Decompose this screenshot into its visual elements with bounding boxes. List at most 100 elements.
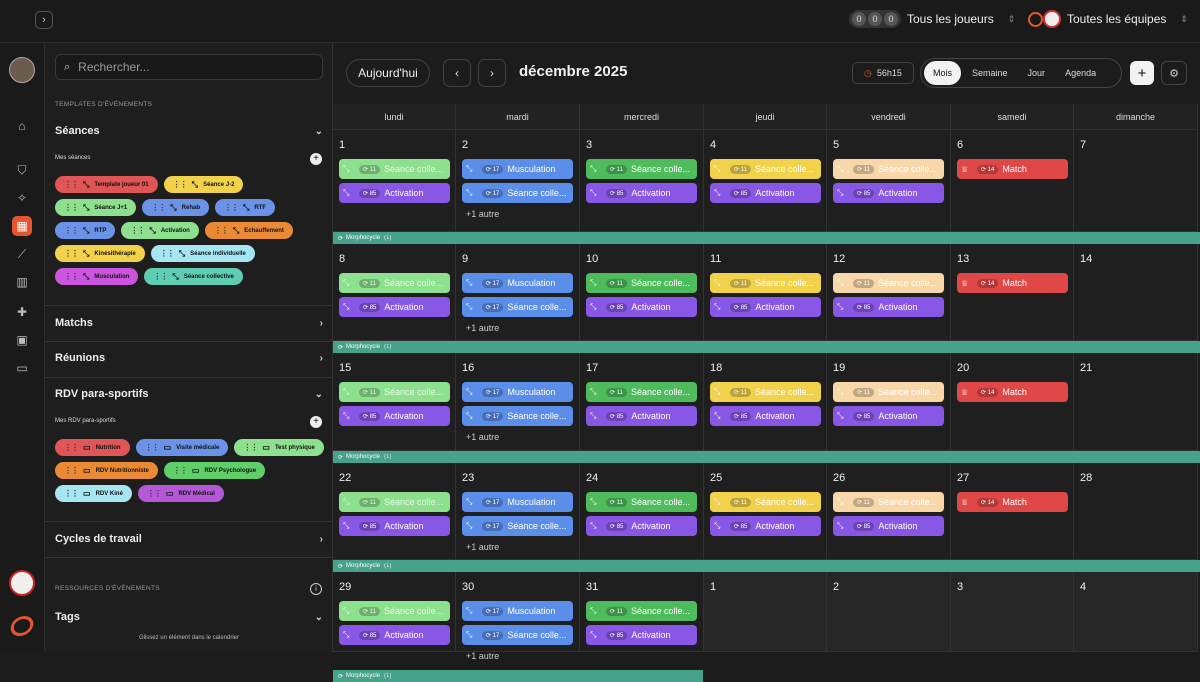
- calendar-event[interactable]: ⤡ ⟳ 17 Musculation: [462, 492, 573, 512]
- line-chart-icon[interactable]: ⟋: [17, 246, 27, 261]
- day-cell[interactable]: 4 ⤡ ⟳ 11 Séance colle... ⤡ ⟳ 85 Activation: [704, 130, 827, 232]
- drag-handle-icon[interactable]: ⋮⋮: [144, 443, 160, 452]
- section-seances[interactable]: Séances ⌄: [55, 125, 323, 137]
- calendar-event[interactable]: ⤡ ⟳ 11 Séance colle...: [339, 492, 450, 512]
- day-cell[interactable]: 19 ⤡ ⟳ 11 Séance colle... ⤡ ⟳ 85 Activation: [827, 353, 951, 451]
- template-chip[interactable]: ⋮⋮ ⤡ Séance J-2: [163, 176, 244, 193]
- calendar-event[interactable]: ⤡ ⟳ 85 Activation: [339, 297, 450, 317]
- calendar-event[interactable]: ♕ ⟳ 14 Match: [957, 159, 1068, 179]
- folder-search-icon[interactable]: ▭: [16, 361, 28, 375]
- day-cell[interactable]: 22 ⤡ ⟳ 11 Séance colle... ⤡ ⟳ 85 Activation: [333, 463, 456, 560]
- calendar-event[interactable]: ⤡ ⟳ 11 Séance colle...: [339, 273, 450, 293]
- calendar-event[interactable]: ⤡ ⟳ 17 Musculation: [462, 159, 573, 179]
- drag-handle-icon[interactable]: ⋮⋮: [64, 466, 79, 475]
- calendar-event[interactable]: ⤡ ⟳ 85 Activation: [710, 297, 821, 317]
- drag-handle-icon[interactable]: ⋮⋮: [153, 272, 168, 281]
- calendar-event[interactable]: ⤡ ⟳ 11 Séance colle...: [710, 273, 821, 293]
- day-cell[interactable]: 10 ⤡ ⟳ 11 Séance colle... ⤡ ⟳ 85 Activation: [580, 244, 704, 341]
- teams-filter[interactable]: Toutes les équipes ⇕: [1028, 10, 1188, 28]
- calendar-event[interactable]: ⤡ ⟳ 11 Séance colle...: [339, 601, 450, 621]
- calendar-event[interactable]: ⤡ ⟳ 11 Séance colle...: [833, 382, 944, 402]
- template-chip[interactable]: ⋮⋮ ⤡ Musculation: [55, 268, 139, 285]
- section-reunions[interactable]: Réunions ›: [55, 352, 323, 364]
- more-events-link[interactable]: +1 autre: [466, 651, 500, 661]
- day-cell[interactable]: 2: [827, 572, 951, 652]
- calendar-event[interactable]: ⤡ ⟳ 11 Séance colle...: [833, 492, 944, 512]
- drag-handle-icon[interactable]: ⋮⋮: [64, 226, 79, 235]
- day-cell[interactable]: 17 ⤡ ⟳ 11 Séance colle... ⤡ ⟳ 85 Activation: [580, 353, 704, 451]
- template-chip[interactable]: ⋮⋮ ⤡ Rehab: [142, 199, 210, 216]
- day-cell[interactable]: 30 ⤡ ⟳ 17 Musculation ⤡ ⟳ 17 Séance colle... +1…: [456, 572, 580, 661]
- drag-handle-icon[interactable]: ⋮⋮: [130, 226, 145, 235]
- calendar-event[interactable]: ⤡ ⟳ 17 Musculation: [462, 382, 573, 402]
- drag-handle-icon[interactable]: ⋮⋮: [64, 249, 79, 258]
- day-cell[interactable]: 11 ⤡ ⟳ 11 Séance colle... ⤡ ⟳ 85 Activation: [704, 244, 827, 341]
- more-events-link[interactable]: +1 autre: [466, 542, 500, 552]
- drag-handle-icon[interactable]: ⋮⋮: [64, 203, 79, 212]
- day-cell[interactable]: 12 ⤡ ⟳ 11 Séance colle... ⤡ ⟳ 85 Activation: [827, 244, 951, 341]
- calendar-event[interactable]: ⤡ ⟳ 85 Activation: [586, 183, 697, 203]
- expand-sidebar-button[interactable]: ›: [35, 11, 53, 29]
- calendar-event[interactable]: ⤡ ⟳ 85 Activation: [833, 516, 944, 536]
- calendar-event[interactable]: ⤡ ⟳ 11 Séance colle...: [586, 273, 697, 293]
- more-events-link[interactable]: +1 autre: [466, 209, 500, 219]
- template-chip[interactable]: ⋮⋮ ▭ RDV Nutritionniste: [55, 462, 158, 479]
- avatar[interactable]: [9, 57, 35, 83]
- template-chip[interactable]: ⋮⋮ ⤡ Séance individuelle: [150, 245, 255, 262]
- day-cell[interactable]: 1: [704, 572, 827, 652]
- drag-handle-icon[interactable]: ⋮⋮: [159, 249, 175, 258]
- day-cell[interactable]: 9 ⤡ ⟳ 17 Musculation ⤡ ⟳ 17 Séance colle... +1 …: [456, 244, 580, 341]
- template-chip[interactable]: ⋮⋮ ⤡ Séance collective: [144, 268, 243, 285]
- section-matchs[interactable]: Matchs ›: [55, 317, 323, 329]
- calendar-event[interactable]: ⤡ ⟳ 85 Activation: [710, 406, 821, 426]
- day-cell[interactable]: 3 ⤡ ⟳ 11 Séance colle... ⤡ ⟳ 85 Activation: [580, 130, 704, 232]
- drag-handle-icon[interactable]: ⋮⋮: [172, 466, 188, 475]
- day-cell[interactable]: 27 ♕ ⟳ 14 Match: [951, 463, 1074, 560]
- calendar-event[interactable]: ⤡ ⟳ 85 Activation: [586, 406, 697, 426]
- search-input[interactable]: ⌕ Rechercher...: [55, 54, 323, 80]
- calendar-event[interactable]: ⤡ ⟳ 17 Séance colle...: [462, 406, 573, 426]
- section-tags[interactable]: Tags ⌄: [55, 611, 323, 623]
- day-cell[interactable]: 16 ⤡ ⟳ 17 Musculation ⤡ ⟳ 17 Séance colle... +1…: [456, 353, 580, 451]
- more-events-link[interactable]: +1 autre: [466, 323, 500, 333]
- view-semaine[interactable]: Semaine: [972, 68, 1008, 78]
- home-icon[interactable]: ⌂: [18, 119, 26, 133]
- calendar-event[interactable]: ⤡ ⟳ 85 Activation: [710, 183, 821, 203]
- morphocycle-band[interactable]: ⟳ Morphocycle (1): [333, 341, 1200, 353]
- grid-icon[interactable]: ▣: [16, 333, 28, 347]
- calendar-event[interactable]: ♕ ⟳ 14 Match: [957, 273, 1068, 293]
- section-cycles[interactable]: Cycles de travail ›: [55, 533, 323, 545]
- calendar-event[interactable]: ⤡ ⟳ 11 Séance colle...: [586, 601, 697, 621]
- today-button[interactable]: Aujourd'hui: [346, 59, 430, 87]
- morphocycle-band[interactable]: ⟳ Morphocycle (1): [333, 670, 703, 682]
- drag-handle-icon[interactable]: ⋮⋮: [64, 272, 79, 281]
- calendar-event[interactable]: ⤡ ⟳ 11 Séance colle...: [586, 159, 697, 179]
- calendar-event[interactable]: ⤡ ⟳ 17 Musculation: [462, 273, 573, 293]
- view-mois[interactable]: Mois: [924, 61, 962, 85]
- calendar-event[interactable]: ⤡ ⟳ 85 Activation: [586, 516, 697, 536]
- view-agenda[interactable]: Agenda: [1065, 68, 1097, 78]
- drag-handle-icon[interactable]: ⋮⋮: [224, 203, 239, 212]
- calendar-event[interactable]: ⤡ ⟳ 11 Séance colle...: [586, 382, 697, 402]
- calendar-event[interactable]: ⤡ ⟳ 17 Séance colle...: [462, 516, 573, 536]
- calendar-event[interactable]: ⤡ ⟳ 85 Activation: [339, 625, 450, 645]
- bar-chart-icon[interactable]: ▥: [16, 275, 28, 289]
- calendar-event[interactable]: ⤡ ⟳ 85 Activation: [710, 516, 821, 536]
- calendar-event[interactable]: ⤡ ⟳ 11 Séance colle...: [833, 273, 944, 293]
- day-cell[interactable]: 25 ⤡ ⟳ 11 Séance colle... ⤡ ⟳ 85 Activation: [704, 463, 827, 560]
- section-rdv[interactable]: RDV para-sportifs ⌄: [55, 388, 323, 400]
- day-cell[interactable]: 18 ⤡ ⟳ 11 Séance colle... ⤡ ⟳ 85 Activation: [704, 353, 827, 451]
- day-cell[interactable]: 20 ♕ ⟳ 14 Match: [951, 353, 1074, 451]
- template-chip[interactable]: ⋮⋮ ▭ RDV Kiné: [55, 485, 132, 502]
- drag-handle-icon[interactable]: ⋮⋮: [172, 180, 188, 189]
- next-month-button[interactable]: ›: [478, 59, 506, 87]
- drag-handle-icon[interactable]: ⋮⋮: [146, 489, 162, 498]
- more-events-link[interactable]: +1 autre: [466, 432, 500, 442]
- day-cell[interactable]: 1 ⤡ ⟳ 11 Séance colle... ⤡ ⟳ 85 Activation: [333, 130, 456, 232]
- calendar-event[interactable]: ♕ ⟳ 14 Match: [957, 382, 1068, 402]
- calendar-event[interactable]: ⤡ ⟳ 11 Séance colle...: [339, 159, 450, 179]
- add-session-button[interactable]: +: [310, 153, 322, 165]
- day-cell[interactable]: 15 ⤡ ⟳ 11 Séance colle... ⤡ ⟳ 85 Activation: [333, 353, 456, 451]
- calendar-event[interactable]: ⤡ ⟳ 11 Séance colle...: [710, 382, 821, 402]
